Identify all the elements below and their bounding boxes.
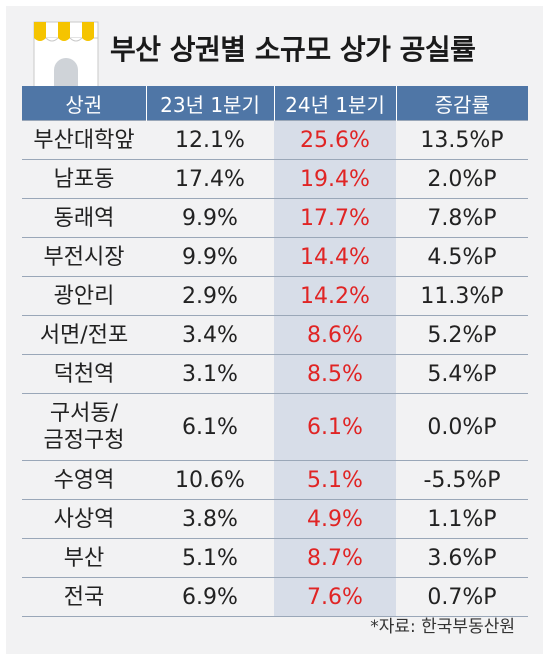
area-name-line2: 금정구청	[43, 428, 125, 453]
rate-2023q1: 3.4%	[146, 315, 274, 355]
table-row: 서면/전포 3.4% 8.6% 5.2%P	[22, 315, 528, 355]
rate-2023q1: 5.1%	[146, 538, 274, 578]
rate-2023q1: 10.6%	[146, 460, 274, 500]
rate-2023q1: 12.1%	[146, 120, 274, 160]
header-2023q1: 23년 1분기	[145, 86, 274, 121]
rate-change: 0.7%P	[396, 577, 528, 617]
rate-change: 1.1%P	[396, 499, 528, 539]
rate-2024q1: 8.7%	[274, 538, 396, 578]
table-row: 수영역 10.6% 5.1% -5.5%P	[22, 460, 528, 500]
rate-2024q1: 5.1%	[274, 460, 396, 500]
table-header-row: 상권 23년 1분기 24년 1분기 증감률	[22, 86, 528, 121]
table-row: 부산 5.1% 8.7% 3.6%P	[22, 538, 528, 578]
rate-2023q1: 6.1%	[146, 393, 274, 461]
area-name: 남포동	[22, 159, 146, 199]
storefront-icon	[33, 21, 99, 89]
area-name: 부산대학앞	[22, 120, 146, 160]
rate-2024q1: 25.6%	[274, 120, 396, 160]
header-2024q1: 24년 1분기	[273, 86, 396, 121]
area-name: 덕천역	[22, 354, 146, 394]
rate-2024q1: 14.4%	[274, 237, 396, 277]
area-name: 구서동/ 금정구청	[22, 393, 146, 461]
rate-change: 7.8%P	[396, 198, 528, 238]
rate-change: 4.5%P	[396, 237, 528, 277]
rate-2023q1: 2.9%	[146, 276, 274, 316]
area-name: 전국	[22, 577, 146, 617]
table-row: 광안리 2.9% 14.2% 11.3%P	[22, 276, 528, 316]
area-name: 부전시장	[22, 237, 146, 277]
rate-2023q1: 6.9%	[146, 577, 274, 617]
rate-change: 5.2%P	[396, 315, 528, 355]
rate-change: 11.3%P	[396, 276, 528, 316]
rate-2024q1: 17.7%	[274, 198, 396, 238]
rate-2024q1: 7.6%	[274, 577, 396, 617]
area-name-line1: 구서동/	[49, 401, 119, 426]
area-name: 부산	[22, 538, 146, 578]
rate-2023q1: 3.8%	[146, 499, 274, 539]
area-name: 수영역	[22, 460, 146, 500]
rate-2024q1: 14.2%	[274, 276, 396, 316]
rate-2023q1: 3.1%	[146, 354, 274, 394]
area-name: 서면/전포	[22, 315, 146, 355]
rate-2024q1: 6.1%	[274, 393, 396, 461]
rate-2024q1: 19.4%	[274, 159, 396, 199]
rate-change: -5.5%P	[396, 460, 528, 500]
table-row: 전국 6.9% 7.6% 0.7%P	[22, 577, 528, 617]
table-row: 구서동/ 금정구청 6.1% 6.1% 0.0%P	[22, 393, 528, 461]
table-row: 사상역 3.8% 4.9% 1.1%P	[22, 499, 528, 539]
table-row: 남포동 17.4% 19.4% 2.0%P	[22, 159, 528, 199]
table-row: 동래역 9.9% 17.7% 7.8%P	[22, 198, 528, 238]
table-row: 덕천역 3.1% 8.5% 5.4%P	[22, 354, 528, 394]
vacancy-table: 상권 23년 1분기 24년 1분기 증감률 부산대학앞 12.1% 25.6%…	[22, 86, 528, 617]
rate-2023q1: 17.4%	[146, 159, 274, 199]
rate-change: 2.0%P	[396, 159, 528, 199]
table-row: 부전시장 9.9% 14.4% 4.5%P	[22, 237, 528, 277]
rate-2023q1: 9.9%	[146, 198, 274, 238]
rate-change: 13.5%P	[396, 120, 528, 160]
rate-2024q1: 8.5%	[274, 354, 396, 394]
area-name: 광안리	[22, 276, 146, 316]
page-title: 부산 상권별 소규모 상가 공실률	[110, 33, 476, 66]
source-note: *자료: 한국부동산원	[370, 617, 515, 637]
header-change: 증감률	[395, 86, 528, 121]
rate-change: 3.6%P	[396, 538, 528, 578]
rate-2023q1: 9.9%	[146, 237, 274, 277]
area-name: 사상역	[22, 499, 146, 539]
rate-2024q1: 8.6%	[274, 315, 396, 355]
area-name: 동래역	[22, 198, 146, 238]
header-area: 상권	[22, 86, 146, 121]
rate-2024q1: 4.9%	[274, 499, 396, 539]
rate-change: 0.0%P	[396, 393, 528, 461]
table-row: 부산대학앞 12.1% 25.6% 13.5%P	[22, 120, 528, 160]
rate-change: 5.4%P	[396, 354, 528, 394]
